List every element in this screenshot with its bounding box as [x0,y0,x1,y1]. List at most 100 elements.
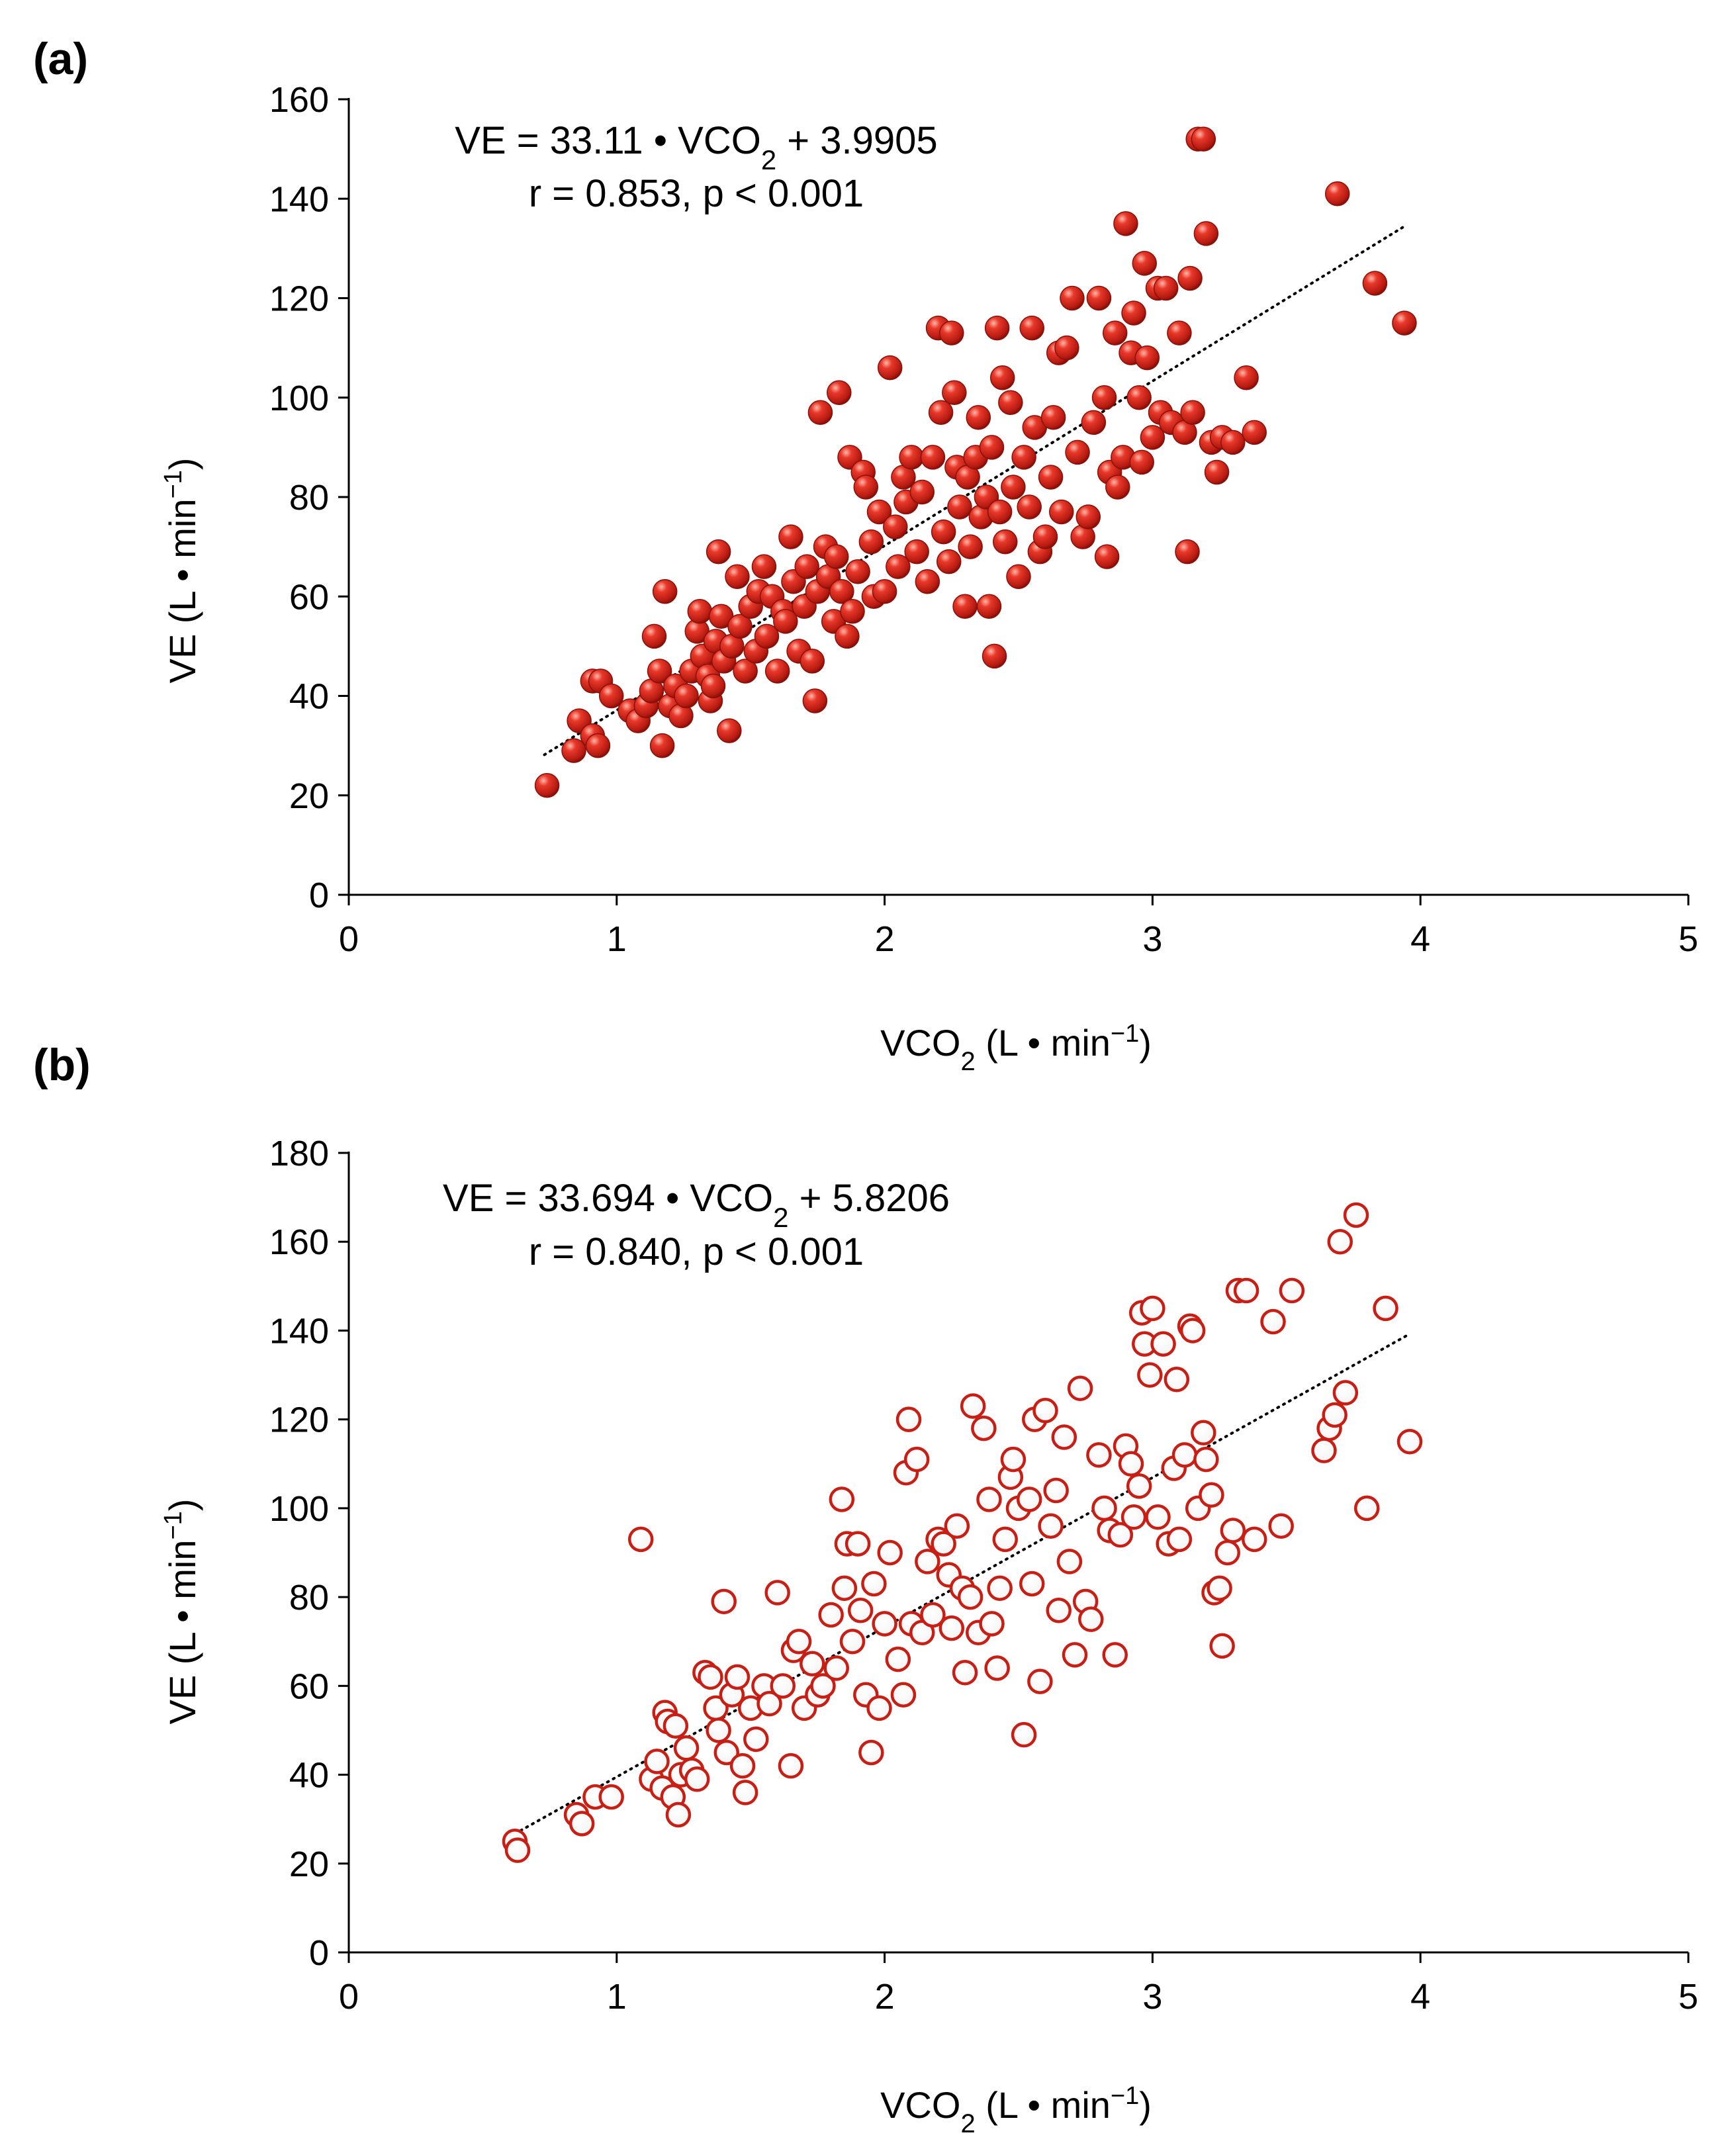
data-point [1204,459,1230,485]
data-point [1233,1277,1259,1304]
data-point [979,435,1005,460]
data-point [1086,285,1112,311]
x-tick-label: 0 [339,919,359,959]
data-point [1019,1571,1045,1597]
data-point [1032,1397,1058,1424]
data-point [662,1713,689,1739]
y-tick-label: 40 [289,677,329,717]
data-point [823,544,849,569]
data-point [1016,1486,1042,1512]
data-point [853,475,879,500]
data-point [1214,1539,1240,1566]
x-tick-label: 1 [607,919,627,959]
data-point [1056,1549,1083,1574]
data-point [764,1580,790,1606]
data-point [982,643,1007,669]
data-point [1396,1428,1423,1455]
data-point [717,718,742,743]
data-point [1081,410,1107,435]
data-point [1102,320,1128,345]
data-point [920,445,946,470]
data-point [1177,265,1203,291]
x-tick-label: 1 [607,1977,627,2017]
data-point [1017,494,1042,520]
x-tick-label: 0 [339,1977,359,2017]
data-point [770,1673,796,1699]
y-tick-label: 0 [309,1933,329,1973]
data-point [899,445,924,470]
data-point [993,529,1018,555]
data-point [1171,1442,1198,1468]
x-tick-label: 2 [875,1977,895,2017]
data-point [1006,564,1031,589]
data-point [1129,449,1154,475]
panel-b-x-axis-title: VCO2 (L • min−1) [880,2082,1152,2138]
data-point [706,539,731,565]
data-point [872,1611,897,1637]
x-tick-label: 4 [1410,919,1430,959]
y-tick-label: 0 [309,876,329,915]
data-point [1166,1526,1193,1553]
panel-b-y-axis-title: VE (L • min−1) [160,1499,203,1725]
data-point [1000,1446,1027,1473]
data-point [1199,1482,1224,1508]
data-point [1140,1295,1165,1322]
panel-b-stats: r = 0.840, p < 0.001 [529,1230,864,1273]
data-point [1049,499,1074,525]
data-point [952,1659,978,1686]
data-point [1121,300,1146,326]
data-point [1180,400,1205,426]
panel-b-points [502,1202,1423,1863]
data-point [979,1611,1005,1637]
data-point [845,1531,871,1557]
panel-b-chart: (b) 0 20 40 60 80 100 120 140 160 180 0 1 2 3 4 5 VCO2 … [33,1040,1698,2138]
y-tick-label: 160 [269,80,329,120]
data-point [928,400,954,426]
y-tick-label: 100 [269,1489,329,1529]
data-point [687,599,713,624]
data-point [504,1837,531,1863]
data-point [989,365,1015,390]
data-point [1145,1504,1171,1530]
data-point [877,355,903,381]
data-point [831,1575,858,1601]
data-point [1362,271,1388,296]
data-point [904,539,929,565]
data-point [966,405,991,430]
data-point [627,1526,654,1553]
data-point [1327,1228,1353,1255]
data-point [585,733,611,758]
data-point [1220,430,1246,455]
data-point [1322,1402,1348,1428]
data-point [1091,1495,1117,1522]
panel-a-tick-labels: 0 20 40 60 80 100 120 140 160 0 1 2 3 4 5 [269,80,1698,959]
panel-b-axes [338,1152,1690,1963]
panel-a-axes [338,98,1690,905]
data-point [1011,445,1036,470]
data-point [799,1651,825,1677]
data-point [839,1628,866,1655]
data-point [1060,285,1085,311]
data-point [1241,1526,1267,1553]
data-point [915,1549,940,1574]
data-point [976,1486,1002,1512]
data-point [976,594,1002,619]
data-point [1126,1473,1152,1499]
data-point [1332,1380,1359,1406]
data-point [858,1739,884,1766]
data-point [1011,1721,1037,1748]
panel-a-stats: r = 0.853, p < 0.001 [529,172,864,215]
data-point [931,1531,956,1557]
data-point [700,673,726,699]
panel-b-equation: VE = 33.694 • VCO2 + 5.8206 [443,1177,950,1233]
data-point [920,1602,946,1628]
data-point [840,599,865,624]
data-point [732,1780,758,1805]
data-point [944,1513,970,1539]
y-tick-label: 20 [289,1845,329,1884]
x-tick-label: 5 [1678,1977,1698,2017]
data-point [1392,310,1417,336]
y-tick-label: 180 [269,1134,329,1173]
data-point [644,1749,670,1774]
data-point [1164,1367,1190,1392]
